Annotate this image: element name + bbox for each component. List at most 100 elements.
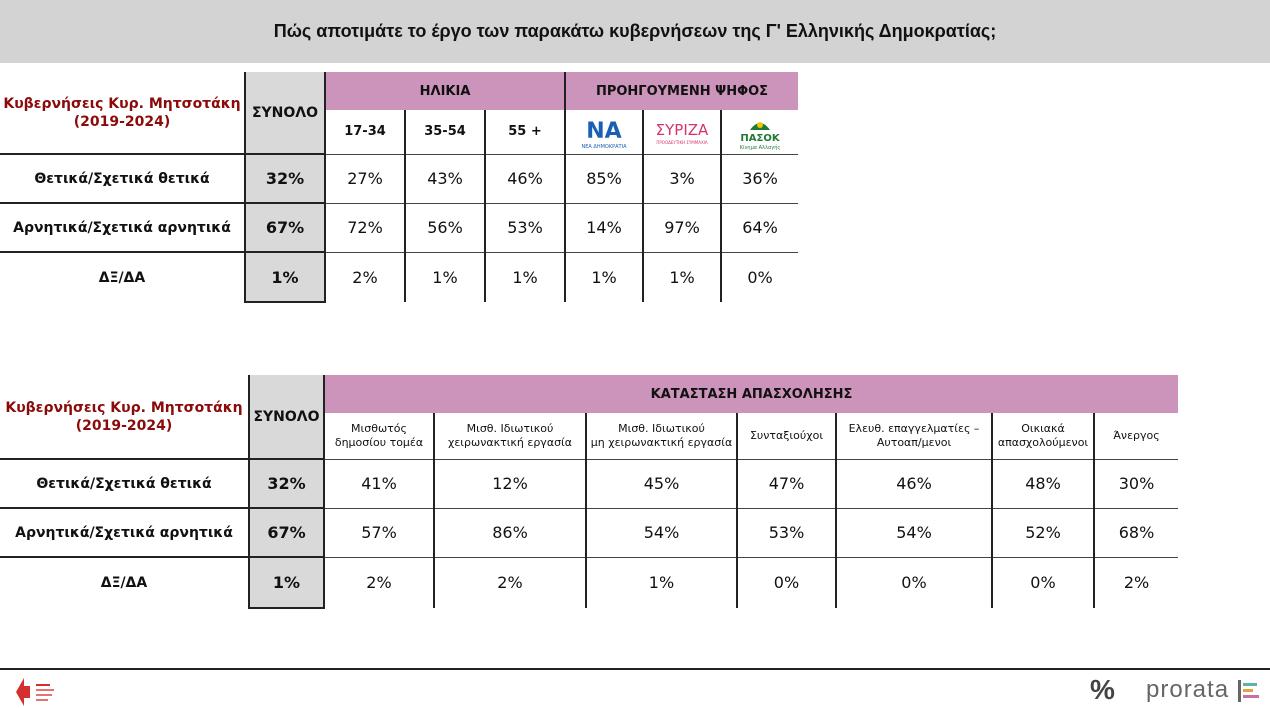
total-cell: 32%	[248, 458, 325, 508]
pasok-logo-sub: Κίνημα Αλλαγής	[740, 144, 781, 151]
total-cell: 67%	[244, 202, 326, 252]
column-header-employment: Άνεργος	[1092, 413, 1179, 459]
value-cell: 1%	[483, 251, 566, 302]
value-cell: 53%	[736, 507, 836, 557]
total-column-header: ΣΥΝΟΛΟ	[244, 72, 326, 154]
value-cell: 43%	[404, 153, 485, 203]
nd-logo-icon: ΝΑ ΝΕΑ ΔΗΜΟΚΡΑΤΙΑ	[579, 114, 630, 150]
column-header-age-35-54: 35-54	[404, 110, 485, 154]
column-header-line: Μισθ. Ιδιωτικού	[618, 421, 705, 435]
value-cell: 36%	[720, 153, 799, 203]
column-header-line: Μισθωτός	[351, 421, 407, 435]
column-header-syriza-logo: ΣΥΡΙΖΑ ΠΡΟΟΔΕΥΤΙΚΗ ΣΥΜΜΑΧΙΑ	[642, 110, 722, 154]
value-cell: 1%	[564, 251, 644, 302]
row-label: Θετικά/Σχετικά θετικά	[0, 458, 249, 508]
column-header-employment: Συνταξιούχοι	[736, 413, 836, 459]
column-header-employment: Μισθ. Ιδιωτικού χειρωνακτική εργασία	[433, 413, 586, 459]
value-cell: 0%	[720, 251, 799, 302]
page-title: Πώς αποτιμάτε το έργο των παρακάτω κυβερ…	[0, 0, 1270, 63]
row-header-period: (2019-2024)	[75, 417, 173, 434]
value-cell: 54%	[585, 507, 737, 557]
footer-divider	[0, 668, 1270, 670]
column-header-employment: Μισθ. Ιδιωτικού μη χειρωνακτική εργασία	[585, 413, 737, 459]
row-header-label: Κυβερνήσεις Κυρ. Μητσοτάκη	[5, 399, 243, 416]
total-cell: 1%	[244, 251, 326, 303]
value-cell: 2%	[324, 556, 434, 608]
value-cell: 1%	[404, 251, 485, 302]
value-cell: 64%	[720, 202, 799, 252]
total-cell: 32%	[244, 153, 326, 203]
value-cell: 0%	[736, 556, 836, 608]
employment-subheader-row: Μισθωτός δημοσίου τομέα Μισθ. Ιδιωτικού χει…	[0, 413, 1179, 459]
value-cell: 68%	[1092, 507, 1179, 557]
syriza-logo-icon: ΣΥΡΙΖΑ ΠΡΟΟΔΕΥΤΙΚΗ ΣΥΜΜΑΧΙΑ	[656, 121, 709, 145]
total-column-header: ΣΥΝΟΛΟ	[248, 375, 325, 459]
value-cell: 2%	[433, 556, 586, 608]
column-header-line: Οικιακά	[1021, 421, 1065, 435]
value-cell: 2%	[1092, 556, 1179, 608]
pasok-logo-icon: ΠΑΣΟΚ Κίνημα Αλλαγής	[740, 121, 781, 151]
column-header-line: Αυτοαπ/μενοι	[876, 435, 952, 449]
red-arrow-logo-icon	[16, 678, 54, 706]
column-header-line: Μισθ. Ιδιωτικού	[466, 421, 554, 435]
table-row: Αρνητικά/Σχετικά αρνητικά 67% 72% 56% 53% 14%…	[0, 202, 799, 252]
value-cell: 12%	[433, 458, 586, 508]
table-row: ΔΞ/ΔΑ 1% 2% 2% 1% 0% 0% 0% 2%	[0, 556, 1179, 609]
row-label: ΔΞ/ΔΑ	[0, 251, 245, 302]
table-age-vote: Κυβερνήσεις Κυρ. Μητσοτάκη (2019-2024) Σ…	[0, 72, 799, 303]
row-label: Αρνητικά/Σχετικά αρνητικά	[0, 507, 249, 557]
value-cell: 45%	[585, 458, 737, 508]
value-cell: 47%	[736, 458, 836, 508]
group-header-employment: ΚΑΤΑΣΤΑΣΗ ΑΠΑΣΧΟΛΗΣΗΣ	[322, 375, 1179, 413]
column-header-line: απασχολούμενοι	[997, 435, 1089, 449]
brand-logo: prorata	[1146, 676, 1230, 703]
column-header-line: μη χειρωνακτική εργασία	[590, 435, 733, 449]
column-header-age-55-plus: 55 +	[483, 110, 566, 154]
table-employment-body: Θετικά/Σχετικά θετικά 32% 41% 12% 45% 47% 46% 4…	[0, 458, 1179, 609]
total-cell: 67%	[248, 507, 325, 557]
syriza-logo-text: ΣΥΡΙΖΑ	[656, 121, 709, 139]
pasok-logo-text: ΠΑΣΟΚ	[740, 133, 780, 144]
value-cell: 52%	[991, 507, 1094, 557]
value-cell: 54%	[835, 507, 992, 557]
row-label: Θετικά/Σχετικά θετικά	[0, 153, 245, 203]
column-header-employment: Οικιακά απασχολούμενοι	[991, 413, 1094, 459]
value-cell: 14%	[564, 202, 644, 252]
column-header-line: Άνεργος	[1113, 428, 1160, 442]
value-cell: 41%	[324, 458, 434, 508]
row-label: ΔΞ/ΔΑ	[0, 556, 249, 608]
value-cell: 0%	[835, 556, 992, 608]
column-header-employment: Μισθωτός δημοσίου τομέα	[324, 413, 434, 459]
value-cell: 46%	[835, 458, 992, 508]
value-cell: 72%	[325, 202, 405, 252]
table-row: Θετικά/Σχετικά θετικά 32% 41% 12% 45% 47% 46% 4…	[0, 458, 1179, 508]
row-header-cell: Κυβερνήσεις Κυρ. Μητσοτάκη (2019-2024)	[0, 375, 249, 459]
group-header-previous-vote: ΠΡΟΗΓΟΥΜΕΝΗ ΨΗΦΟΣ	[564, 72, 799, 110]
row-header-period: (2019-2024)	[73, 113, 171, 130]
value-cell: 3%	[642, 153, 722, 203]
percent-icon: %	[1090, 674, 1115, 705]
column-header-line: Ελευθ. επαγγελματίες –	[848, 421, 980, 435]
value-cell: 86%	[433, 507, 586, 557]
value-cell: 53%	[483, 202, 566, 252]
value-cell: 1%	[585, 556, 737, 608]
table-row: Αρνητικά/Σχετικά αρνητικά 67% 57% 86% 54% 53%…	[0, 507, 1179, 557]
group-header-age: ΗΛΙΚΙΑ	[323, 72, 566, 110]
value-cell: 46%	[483, 153, 566, 203]
total-cell: 1%	[248, 556, 325, 609]
column-header-line: Συνταξιούχοι	[749, 428, 824, 442]
column-header-line: χειρωνακτική εργασία	[447, 435, 573, 449]
syriza-logo-sub: ΠΡΟΟΔΕΥΤΙΚΗ ΣΥΜΜΑΧΙΑ	[656, 140, 707, 145]
value-cell: 85%	[564, 153, 644, 203]
table-age-vote-body: Θετικά/Σχετικά θετικά 32% 27% 43% 46% 85% 3% 36…	[0, 153, 799, 303]
column-header-nd-logo: ΝΑ ΝΕΑ ΔΗΜΟΚΡΑΤΙΑ	[564, 110, 644, 154]
value-cell: 97%	[642, 202, 722, 252]
table-row: ΔΞ/ΔΑ 1% 2% 1% 1% 1% 1% 0%	[0, 251, 799, 303]
value-cell: 57%	[324, 507, 434, 557]
value-cell: 1%	[642, 251, 722, 302]
row-header-label: Κυβερνήσεις Κυρ. Μητσοτάκη	[3, 95, 241, 112]
column-header-pasok-logo: ΠΑΣΟΚ Κίνημα Αλλαγής	[720, 110, 799, 154]
value-cell: 2%	[325, 251, 405, 302]
column-header-employment: Ελευθ. επαγγελματίες – Αυτοαπ/μενοι	[835, 413, 992, 459]
table-employment: Κυβερνήσεις Κυρ. Μητσοτάκη (2019-2024) Σ…	[0, 375, 1179, 609]
